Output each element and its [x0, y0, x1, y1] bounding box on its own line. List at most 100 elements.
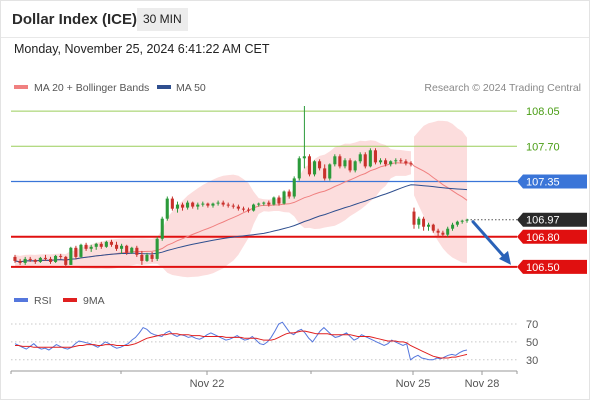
candle	[186, 200, 190, 210]
candle	[373, 148, 377, 165]
candle	[33, 258, 37, 264]
candle	[436, 228, 440, 237]
candle	[262, 201, 266, 206]
candle	[120, 243, 124, 254]
candle-body	[120, 245, 124, 249]
candle	[328, 163, 332, 181]
candle	[446, 226, 450, 237]
candle	[28, 256, 32, 262]
candle	[115, 241, 119, 251]
candle	[282, 190, 286, 205]
candle-body	[267, 202, 271, 205]
candle	[64, 255, 68, 267]
candle-body	[94, 243, 98, 247]
candle-body	[427, 224, 430, 227]
candle-body	[79, 244, 83, 257]
instrument-title: Dollar Index (ICE)	[12, 11, 138, 28]
rsi-panel: 70 50 30	[11, 319, 538, 367]
candle-body	[165, 198, 169, 219]
candle-body	[465, 219, 469, 221]
candle	[302, 106, 306, 169]
credit-label: Research © 2024 Trading Central	[424, 82, 581, 94]
candle	[247, 207, 251, 213]
candle	[74, 245, 78, 259]
candle-body	[231, 205, 235, 207]
candle	[318, 159, 322, 171]
candle	[140, 250, 144, 265]
candle-body	[216, 202, 220, 204]
candle-body	[226, 204, 230, 206]
legend-main: MA 20 + Bollinger Bands MA 50 Research ©…	[14, 82, 581, 94]
rsi-tick-label: 50	[526, 337, 538, 349]
candle-body	[257, 203, 261, 205]
candle-body	[211, 203, 215, 206]
level-labels: 108.05 107.70 107.35 106.97 106.80 106.50	[517, 106, 587, 274]
candle	[460, 219, 464, 224]
candle-body	[287, 191, 291, 197]
x-axis: Nov 22 Nov 25 Nov 28	[10, 370, 518, 390]
candle	[348, 158, 352, 173]
timeframe-button[interactable]: 30 MIN	[137, 8, 188, 31]
candle	[307, 154, 311, 177]
candle	[236, 204, 240, 211]
candle	[43, 254, 47, 261]
legend-ma20-swatch	[14, 85, 28, 89]
level-tag	[517, 212, 587, 227]
bollinger-band-area	[15, 140, 411, 278]
candle-body	[140, 254, 144, 261]
x-tick-label: Nov 28	[465, 378, 500, 390]
candle	[150, 251, 154, 262]
price-levels	[11, 110, 517, 268]
candle-body	[130, 247, 134, 253]
candle-body	[353, 161, 357, 171]
candle	[145, 252, 149, 262]
candle-body	[43, 257, 47, 259]
rsi-ma-line	[15, 330, 468, 359]
candle-body	[135, 247, 139, 255]
candle	[104, 240, 108, 248]
candle-body	[431, 224, 435, 231]
candle-body	[282, 191, 286, 204]
candle-body	[313, 161, 317, 175]
candle	[38, 256, 42, 263]
candle-body	[292, 178, 296, 197]
candle-body	[196, 204, 200, 207]
legend-rsi: RSI 9MA	[14, 295, 105, 307]
candle-body	[297, 158, 301, 179]
candle-body	[54, 255, 58, 262]
candle-body	[23, 258, 27, 263]
candle-body	[89, 246, 93, 249]
candle-body	[441, 232, 445, 235]
candle	[160, 216, 164, 241]
candle	[241, 206, 245, 212]
candle	[465, 218, 469, 223]
candle	[353, 160, 357, 173]
rsi-line	[14, 321, 468, 361]
candle-body	[28, 258, 32, 260]
legend-ma50-label: MA 50	[176, 82, 206, 94]
candle-body	[186, 202, 190, 208]
candle-body	[247, 209, 251, 211]
x-tick-label: Nov 22	[190, 378, 225, 390]
candle	[226, 202, 230, 208]
candle	[79, 243, 83, 258]
candle-body	[49, 258, 53, 262]
candle	[333, 154, 337, 167]
level-label: 107.70	[526, 141, 560, 153]
level-label: 106.50	[526, 262, 560, 274]
candle	[297, 156, 301, 181]
candle	[292, 176, 296, 199]
candle	[451, 222, 455, 231]
candle	[313, 160, 317, 177]
candle	[422, 216, 426, 231]
candle	[155, 236, 159, 261]
candle-body	[191, 202, 195, 207]
candle	[417, 216, 421, 229]
level-tag	[517, 174, 587, 189]
candle	[384, 158, 388, 167]
candle-body	[84, 244, 88, 249]
candle	[221, 200, 225, 207]
candle-body	[460, 220, 464, 222]
